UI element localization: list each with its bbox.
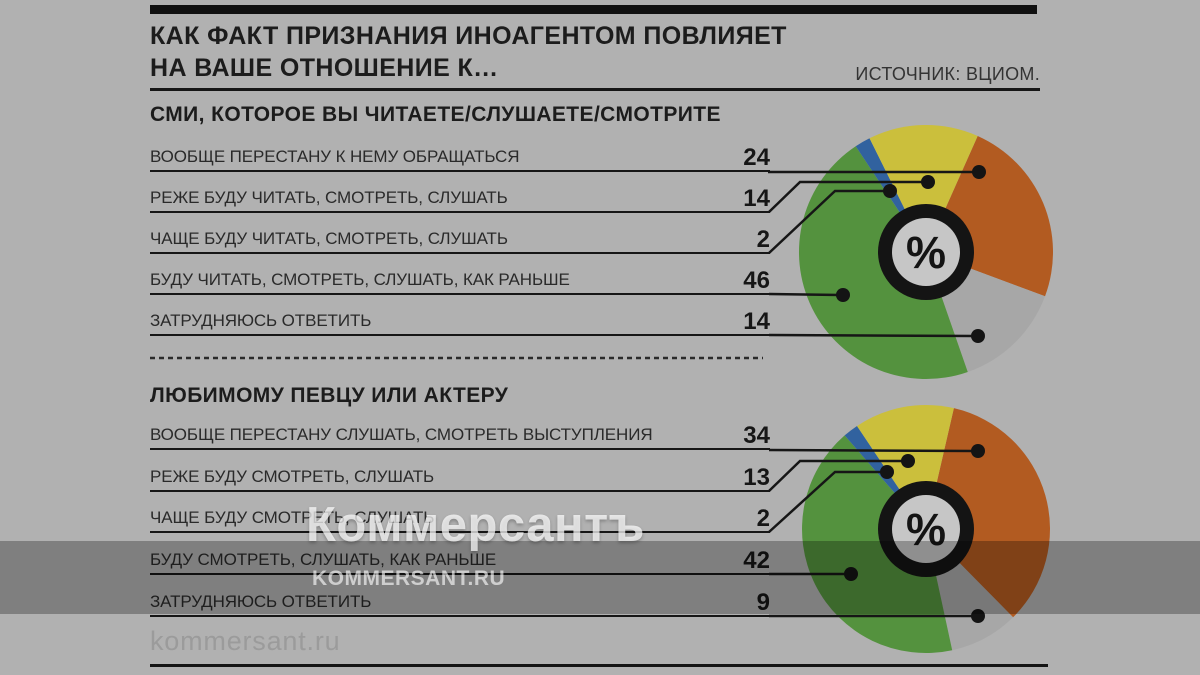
legend-row: РЕЖЕ БУДУ СМОТРЕТЬ, СЛУШАТЬ 13 — [150, 466, 770, 492]
legend-value: 46 — [743, 267, 770, 294]
page-title-line2: НА ВАШЕ ОТНОШЕНИЕ К… — [150, 54, 499, 82]
legend-label: ЗАТРУДНЯЮСЬ ОТВЕТИТЬ — [150, 592, 372, 611]
callout-dots-media — [836, 165, 986, 343]
legend-value: 2 — [756, 505, 770, 532]
legend-row: РЕЖЕ БУДУ ЧИТАТЬ, СМОТРЕТЬ, СЛУШАТЬ 14 — [150, 187, 770, 213]
legend-label: ЗАТРУДНЯЮСЬ ОТВЕТИТЬ — [150, 311, 372, 330]
watermark-brand: Коммерсантъ — [306, 498, 645, 552]
legend-row: БУДУ ЧИТАТЬ, СМОТРЕТЬ, СЛУШАТЬ, КАК РАНЬ… — [150, 269, 770, 295]
legend-label: ЧАЩЕ БУДУ ЧИТАТЬ, СМОТРЕТЬ, СЛУШАТЬ — [150, 229, 508, 248]
header-divider — [150, 88, 1040, 91]
legend-value: 13 — [743, 464, 770, 491]
legend-value: 9 — [756, 589, 770, 616]
pie-slice — [855, 138, 926, 252]
bottom-divider — [150, 664, 1048, 667]
legend-label: ВООБЩЕ ПЕРЕСТАНУ К НЕМУ ОБРАЩАТЬСЯ — [150, 147, 520, 166]
section-title-singer: ЛЮБИМОМУ ПЕВЦУ ИЛИ АКТЕРУ — [150, 384, 509, 407]
legend-row: БУДУ СМОТРЕТЬ, СЛУШАТЬ, КАК РАНЬШЕ 42 — [150, 549, 770, 575]
legend-row: ВООБЩЕ ПЕРЕСТАНУ К НЕМУ ОБРАЩАТЬСЯ 24 — [150, 146, 770, 172]
page-title: КАК ФАКТ ПРИЗНАНИЯ ИНОАГЕНТОМ ПОВЛИЯЕТ Н… — [150, 20, 950, 84]
footer-site-credit: kommersant.ru — [150, 626, 341, 656]
legend-label: БУДУ ЧИТАТЬ, СМОТРЕТЬ, СЛУШАТЬ, КАК РАНЬ… — [150, 270, 570, 289]
pie-slice — [798, 146, 968, 380]
legend-label: ВООБЩЕ ПЕРЕСТАНУ СЛУШАТЬ, СМОТРЕТЬ ВЫСТУ… — [150, 425, 653, 444]
pie-center-label: % — [906, 227, 946, 278]
pie-chart-media — [798, 124, 1053, 380]
source-credit: ИСТОЧНИК: ВЦИОМ. — [855, 64, 1040, 84]
dark-overlay-band — [0, 541, 1200, 614]
legend-value: 2 — [756, 226, 770, 253]
legend-value: 42 — [743, 547, 770, 574]
legend-value: 34 — [743, 422, 770, 449]
pie-chart-singer — [802, 405, 1050, 653]
legend-value: 14 — [743, 308, 770, 335]
legend-label: ЧАЩЕ БУДУ СМОТРЕТЬ, СЛУШАТЬ — [150, 508, 435, 527]
pie-slice — [869, 124, 978, 252]
legend-row: ВООБЩЕ ПЕРЕСТАНУ СЛУШАТЬ, СМОТРЕТЬ ВЫСТУ… — [150, 424, 770, 450]
legend-label: БУДУ СМОТРЕТЬ, СЛУШАТЬ, КАК РАНЬШЕ — [150, 550, 497, 569]
legend-row: ЗАТРУДНЯЮСЬ ОТВЕТИТЬ 14 — [150, 310, 770, 336]
legend-label: РЕЖЕ БУДУ СМОТРЕТЬ, СЛУШАТЬ — [150, 467, 435, 486]
legend-label: РЕЖЕ БУДУ ЧИТАТЬ, СМОТРЕТЬ, СЛУШАТЬ — [150, 188, 508, 207]
legend-value: 24 — [743, 144, 770, 171]
legend-value: 14 — [743, 185, 770, 212]
pie-slice — [926, 135, 1053, 297]
section-title-media: СМИ, КОТОРОЕ ВЫ ЧИТАЕТЕ/СЛУШАЕТЕ/СМОТРИТ… — [150, 103, 721, 126]
watermark-site: KOMMERSANT.RU — [312, 567, 506, 590]
pie-slice — [844, 425, 926, 529]
legend-row: ЧАЩЕ БУДУ ЧИТАТЬ, СМОТРЕТЬ, СЛУШАТЬ 2 — [150, 228, 770, 254]
title-top-bar — [150, 5, 1037, 14]
pie-center-disc — [892, 218, 960, 286]
legend-row: ЗАТРУДНЯЮСЬ ОТВЕТИТЬ 9 — [150, 591, 770, 617]
page-title-line1: КАК ФАКТ ПРИЗНАНИЯ ИНОАГЕНТОМ ПОВЛИЯЕТ — [150, 22, 787, 50]
pie-slice — [857, 405, 954, 529]
pie-slice — [926, 252, 1046, 372]
legend-row: ЧАЩЕ БУДУ СМОТРЕТЬ, СЛУШАТЬ 2 — [150, 507, 770, 533]
pie-center-ring — [878, 204, 974, 300]
